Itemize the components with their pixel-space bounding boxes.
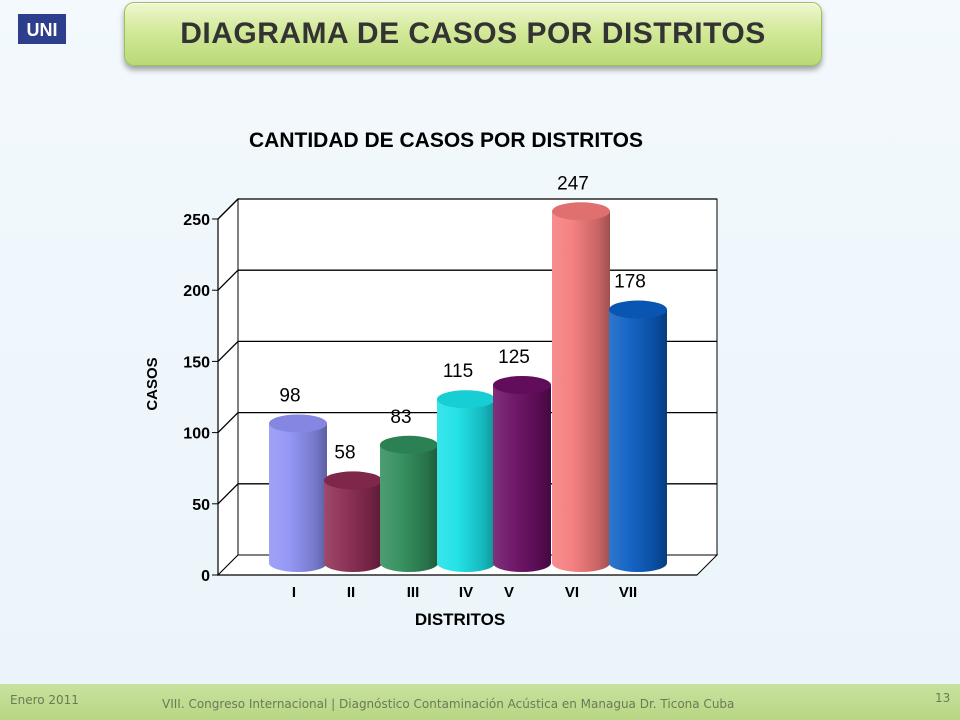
- page-number: 13: [935, 691, 951, 705]
- bar-IV: [437, 390, 495, 572]
- bar-body: [380, 444, 438, 572]
- gridline-side: [217, 198, 239, 220]
- plot-side-wall: [217, 197, 239, 577]
- y-tick-label: 150: [183, 354, 210, 371]
- bar-body: [437, 399, 495, 572]
- data-label: 178: [614, 272, 646, 293]
- uni-logo: UNI: [18, 14, 66, 44]
- data-label: 115: [443, 361, 473, 382]
- bar-top: [324, 471, 382, 490]
- chart-title: CANTIDAD DE CASOS POR DISTRITOS: [249, 129, 643, 152]
- bar-chart: CANTIDAD DE CASOS POR DISTRITOS CASOS DI…: [144, 129, 719, 629]
- bar-III: [380, 435, 438, 572]
- bar-top: [609, 300, 667, 319]
- gridline-side: [217, 483, 239, 505]
- bar-body: [609, 309, 667, 572]
- bar-I: [269, 414, 327, 572]
- data-label: 83: [390, 407, 411, 428]
- x-tick-label: II: [347, 584, 355, 601]
- gridline-side: [217, 269, 239, 291]
- data-label: 58: [334, 442, 355, 463]
- data-label: 125: [498, 347, 530, 368]
- logo-text: UNI: [27, 20, 58, 40]
- x-tick-label: III: [407, 584, 420, 601]
- footer: Enero 2011 VIII. Congreso Internacional …: [0, 684, 960, 720]
- y-tick-label: 100: [183, 426, 210, 443]
- bar-top: [380, 435, 438, 454]
- bar-V: [493, 376, 551, 572]
- y-axis-label: CASOS: [144, 357, 161, 410]
- bar-body: [269, 423, 327, 572]
- x-axis-label: DISTRITOS: [415, 610, 505, 629]
- bar-body: [552, 211, 610, 572]
- bar-top: [437, 390, 495, 409]
- footer-caption: VIII. Congreso Internacional | Diagnósti…: [162, 697, 735, 711]
- bar-top: [269, 414, 327, 433]
- bar-body: [324, 480, 382, 572]
- y-tick-label: 50: [192, 497, 210, 514]
- page-title: DIAGRAMA DE CASOS POR DISTRITOS: [180, 17, 766, 50]
- bar-VI: [552, 202, 610, 572]
- y-tick-label: 0: [201, 568, 210, 585]
- y-tick-label: 250: [183, 212, 210, 229]
- data-label: 98: [279, 385, 300, 406]
- title-banner: DIAGRAMA DE CASOS POR DISTRITOS: [124, 2, 822, 66]
- x-tick-label: I: [292, 584, 296, 601]
- data-label: 247: [557, 173, 589, 194]
- footer-date: Enero 2011: [10, 693, 79, 707]
- bar-top: [493, 376, 551, 394]
- y-tick-label: 200: [183, 283, 210, 300]
- bar-II: [324, 471, 382, 572]
- gridline-side: [217, 412, 239, 434]
- x-tick-label: V: [504, 584, 514, 601]
- bar-VII: [609, 300, 667, 572]
- bar-body: [493, 385, 551, 572]
- bar-top: [552, 202, 610, 221]
- x-tick-label: VII: [619, 584, 637, 601]
- x-tick-label: IV: [459, 584, 473, 601]
- gridline-side: [217, 340, 239, 362]
- x-tick-label: VI: [565, 584, 579, 601]
